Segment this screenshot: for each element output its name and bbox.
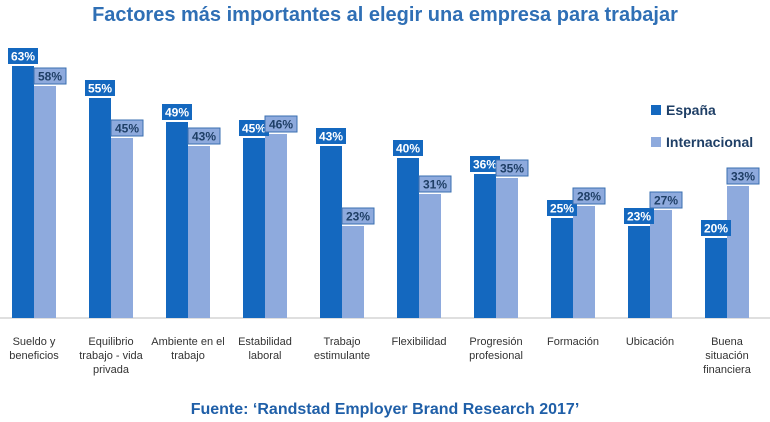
bar-espana <box>166 122 188 318</box>
bar-internacional <box>650 210 672 318</box>
data-label-internacional: 27% <box>649 191 683 209</box>
data-label-text: 45% <box>242 122 266 136</box>
bar-espana <box>474 174 496 318</box>
source-note: Fuente: ‘Randstad Employer Brand Researc… <box>190 401 580 418</box>
data-label-box <box>341 207 375 225</box>
data-label-text: 28% <box>577 190 601 204</box>
data-label-espana: 55% <box>85 80 115 96</box>
data-label-espana: 25% <box>547 200 577 216</box>
data-label-box <box>85 80 115 96</box>
legend: España Internacional <box>651 102 753 150</box>
data-label-espana: 63% <box>8 48 38 64</box>
data-label-text: 49% <box>165 106 189 120</box>
data-label-espana: 43% <box>316 128 346 144</box>
data-label-text: 43% <box>192 130 216 144</box>
bar-internacional <box>419 194 441 318</box>
legend-swatch-internacional <box>651 137 661 147</box>
data-label-box <box>495 159 529 177</box>
data-label-text: 31% <box>423 178 447 192</box>
bar-internacional <box>727 186 749 318</box>
data-label-espana: 20% <box>701 220 731 236</box>
bar-internacional <box>34 86 56 318</box>
bar-espana <box>320 146 342 318</box>
bar-espana <box>551 218 573 318</box>
data-label-box <box>726 167 760 185</box>
data-label-text: 23% <box>346 210 370 224</box>
data-label-text: 23% <box>627 210 651 224</box>
data-label-box <box>33 67 67 85</box>
data-label-box <box>264 115 298 133</box>
chart-title: Factores más importantes al elegir una e… <box>92 4 678 26</box>
data-label-box <box>547 200 577 216</box>
data-label-internacional: 23% <box>341 207 375 225</box>
data-label-espana: 36% <box>470 156 500 172</box>
data-label-text: 45% <box>115 122 139 136</box>
data-label-text: 63% <box>11 50 35 64</box>
bar-internacional <box>265 134 287 318</box>
data-label-internacional: 46% <box>264 115 298 133</box>
data-label-box <box>701 220 731 236</box>
data-label-box <box>187 127 221 145</box>
data-label-box <box>624 208 654 224</box>
category-label: Formación <box>547 336 599 348</box>
category-label: Estabilidad laboral <box>238 336 292 362</box>
bar-internacional <box>188 146 210 318</box>
data-label-box <box>239 120 269 136</box>
data-label-internacional: 33% <box>726 167 760 185</box>
data-label-internacional: 35% <box>495 159 529 177</box>
category-label: Sueldo y beneficios <box>9 336 59 362</box>
bar-espana <box>89 98 111 318</box>
category-label: Ubicación <box>626 336 674 348</box>
data-label-text: 46% <box>269 118 293 132</box>
data-label-internacional: 28% <box>572 187 606 205</box>
data-label-text: 20% <box>704 222 728 236</box>
data-label-text: 33% <box>731 170 755 184</box>
data-label-box <box>316 128 346 144</box>
data-label-text: 43% <box>319 130 343 144</box>
category-label: Ambiente en el trabajo <box>151 336 224 362</box>
bar-internacional <box>573 206 595 318</box>
bar-espana <box>705 238 727 318</box>
data-label-box <box>418 175 452 193</box>
bar-espana <box>12 66 34 318</box>
bar-espana <box>628 226 650 318</box>
data-label-text: 40% <box>396 142 420 156</box>
data-label-text: 58% <box>38 70 62 84</box>
legend-label-internacional: Internacional <box>666 134 753 150</box>
bar-espana <box>397 158 419 318</box>
data-label-internacional: 58% <box>33 67 67 85</box>
category-label: Trabajo estimulante <box>314 336 370 362</box>
data-label-text: 25% <box>550 202 574 216</box>
category-label: Progresión profesional <box>469 336 523 362</box>
data-label-box <box>8 48 38 64</box>
data-label-espana: 23% <box>624 208 654 224</box>
bar-internacional <box>342 226 364 318</box>
data-label-box <box>110 119 144 137</box>
data-label-espana: 49% <box>162 104 192 120</box>
data-label-box <box>649 191 683 209</box>
data-label-internacional: 43% <box>187 127 221 145</box>
data-label-text: 36% <box>473 158 497 172</box>
legend-label-espana: España <box>666 102 716 118</box>
data-label-text: 27% <box>654 194 678 208</box>
category-label: Buena situación financiera <box>703 336 752 376</box>
data-label-box <box>162 104 192 120</box>
data-label-box <box>470 156 500 172</box>
bar-internacional <box>496 178 518 318</box>
data-label-internacional: 31% <box>418 175 452 193</box>
bar-espana <box>243 138 265 318</box>
category-label: Flexibilidad <box>391 336 446 348</box>
data-label-espana: 40% <box>393 140 423 156</box>
category-label: Equilibrio trabajo - vida privada <box>79 336 143 376</box>
data-label-internacional: 45% <box>110 119 144 137</box>
data-label-espana: 45% <box>239 120 269 136</box>
data-label-box <box>393 140 423 156</box>
data-label-text: 35% <box>500 162 524 176</box>
data-label-text: 55% <box>88 82 112 96</box>
data-label-box <box>572 187 606 205</box>
legend-swatch-espana <box>651 105 661 115</box>
bar-internacional <box>111 138 133 318</box>
